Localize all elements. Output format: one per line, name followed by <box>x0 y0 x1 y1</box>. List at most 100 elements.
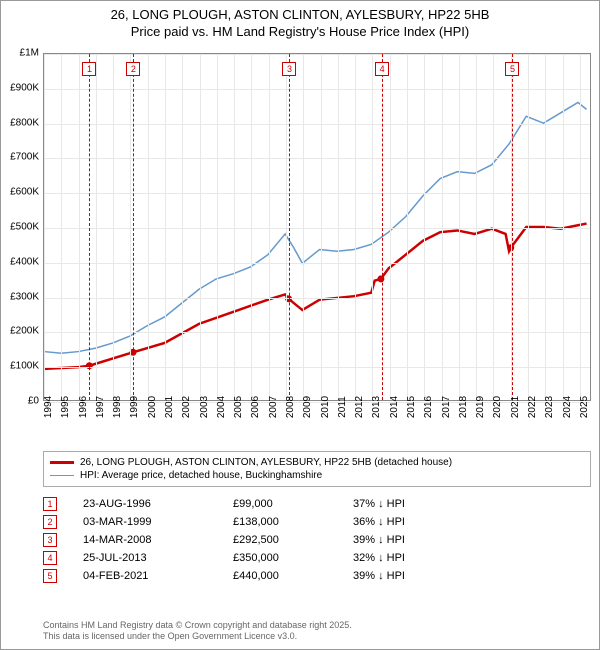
gridline-v <box>251 54 252 400</box>
row-marker: 3 <box>43 533 57 547</box>
gridline-v <box>321 54 322 400</box>
x-tick-label: 2007 <box>268 396 279 418</box>
legend-row: HPI: Average price, detached house, Buck… <box>50 469 584 482</box>
x-tick-label: 2016 <box>423 396 434 418</box>
x-axis: 1994199519961997199819992000200120022003… <box>43 403 591 453</box>
x-tick-label: 2018 <box>458 396 469 418</box>
row-pct: 39% ↓ HPI <box>353 534 473 546</box>
x-tick-label: 2011 <box>337 396 348 418</box>
x-tick-label: 2012 <box>354 396 365 418</box>
x-tick-label: 2003 <box>199 396 210 418</box>
gridline-h <box>44 158 590 159</box>
gridline-v <box>493 54 494 400</box>
y-tick-label: £900K <box>10 82 39 93</box>
y-tick-label: £0 <box>28 396 39 407</box>
gridline-h <box>44 54 590 55</box>
table-row: 425-JUL-2013£350,00032% ↓ HPI <box>43 549 591 567</box>
x-tick-label: 1995 <box>60 396 71 418</box>
gridline-h <box>44 298 590 299</box>
x-tick-label: 2001 <box>164 396 175 418</box>
y-tick-label: £500K <box>10 222 39 233</box>
sale-dot <box>377 275 384 282</box>
gridline-v <box>442 54 443 400</box>
x-tick-label: 2002 <box>181 396 192 418</box>
footer-line-1: Contains HM Land Registry data © Crown c… <box>43 620 352 632</box>
title-line-1: 26, LONG PLOUGH, ASTON CLINTON, AYLESBUR… <box>5 7 595 24</box>
row-price: £440,000 <box>233 570 353 582</box>
y-tick-label: £800K <box>10 117 39 128</box>
gridline-h <box>44 89 590 90</box>
gridline-v <box>338 54 339 400</box>
gridline-v <box>372 54 373 400</box>
row-marker: 1 <box>43 497 57 511</box>
x-tick-label: 2024 <box>562 396 573 418</box>
y-tick-label: £600K <box>10 187 39 198</box>
gridline-v <box>528 54 529 400</box>
y-tick-label: £400K <box>10 256 39 267</box>
legend: 26, LONG PLOUGH, ASTON CLINTON, AYLESBUR… <box>43 451 591 487</box>
row-marker: 4 <box>43 551 57 565</box>
chart-plot-area: 12345 <box>43 53 591 401</box>
gridline-v <box>182 54 183 400</box>
footer-line-2: This data is licensed under the Open Gov… <box>43 631 352 643</box>
gridline-h <box>44 228 590 229</box>
chart-title: 26, LONG PLOUGH, ASTON CLINTON, AYLESBUR… <box>1 1 599 43</box>
gridline-v <box>44 54 45 400</box>
row-price: £292,500 <box>233 534 353 546</box>
row-price: £350,000 <box>233 552 353 564</box>
y-tick-label: £700K <box>10 152 39 163</box>
gridline-h <box>44 193 590 194</box>
chart-container: 26, LONG PLOUGH, ASTON CLINTON, AYLESBUR… <box>0 0 600 650</box>
gridline-v <box>407 54 408 400</box>
x-tick-label: 2025 <box>579 396 590 418</box>
row-pct: 36% ↓ HPI <box>353 516 473 528</box>
y-tick-label: £1M <box>20 48 39 59</box>
table-row: 314-MAR-2008£292,50039% ↓ HPI <box>43 531 591 549</box>
marker-line <box>512 54 513 400</box>
row-price: £138,000 <box>233 516 353 528</box>
gridline-v <box>303 54 304 400</box>
y-tick-label: £200K <box>10 326 39 337</box>
gridline-v <box>165 54 166 400</box>
x-tick-label: 1996 <box>78 396 89 418</box>
marker-line <box>89 54 90 400</box>
gridline-v <box>217 54 218 400</box>
gridline-v <box>200 54 201 400</box>
x-tick-label: 1994 <box>43 396 54 418</box>
series-line-price_paid <box>44 224 587 369</box>
row-date: 04-FEB-2021 <box>83 570 233 582</box>
x-tick-label: 1998 <box>112 396 123 418</box>
x-tick-label: 2005 <box>233 396 244 418</box>
marker-box: 5 <box>505 62 519 76</box>
row-date: 03-MAR-1999 <box>83 516 233 528</box>
x-tick-label: 2014 <box>389 396 400 418</box>
marker-box: 3 <box>282 62 296 76</box>
table-row: 123-AUG-1996£99,00037% ↓ HPI <box>43 495 591 513</box>
row-date: 23-AUG-1996 <box>83 498 233 510</box>
row-pct: 39% ↓ HPI <box>353 570 473 582</box>
x-tick-label: 1999 <box>129 396 140 418</box>
legend-row: 26, LONG PLOUGH, ASTON CLINTON, AYLESBUR… <box>50 456 584 469</box>
y-axis: £0£100K£200K£300K£400K£500K£600K£700K£80… <box>1 53 41 401</box>
x-tick-label: 2015 <box>406 396 417 418</box>
legend-label: HPI: Average price, detached house, Buck… <box>80 470 322 481</box>
x-tick-label: 2009 <box>302 396 313 418</box>
gridline-h <box>44 367 590 368</box>
gridline-v <box>476 54 477 400</box>
x-tick-label: 2020 <box>492 396 503 418</box>
gridline-v <box>355 54 356 400</box>
gridline-v <box>286 54 287 400</box>
gridline-v <box>130 54 131 400</box>
legend-swatch <box>50 461 74 464</box>
gridline-v <box>234 54 235 400</box>
table-row: 504-FEB-2021£440,00039% ↓ HPI <box>43 567 591 585</box>
gridline-v <box>113 54 114 400</box>
title-line-2: Price paid vs. HM Land Registry's House … <box>5 24 595 41</box>
y-tick-label: £300K <box>10 291 39 302</box>
gridline-v <box>580 54 581 400</box>
marker-line <box>289 54 290 400</box>
marker-box: 4 <box>375 62 389 76</box>
chart-svg <box>44 54 590 400</box>
gridline-v <box>390 54 391 400</box>
marker-box: 2 <box>126 62 140 76</box>
